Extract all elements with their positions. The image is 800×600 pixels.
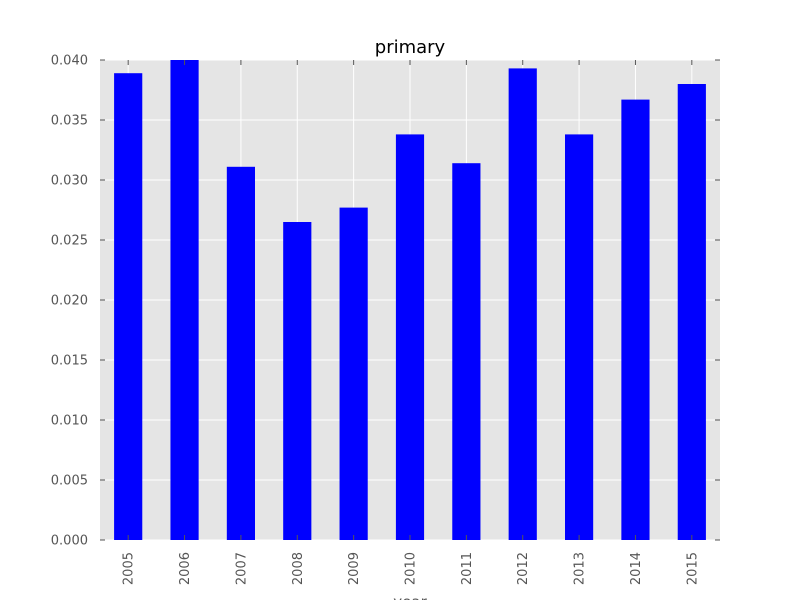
y-tick-label: 0.030 [51, 174, 88, 189]
bar-2011 [452, 163, 481, 540]
bar-2013 [565, 134, 594, 540]
bar-2007 [226, 166, 255, 541]
x-tick-label: 2010 [404, 552, 419, 585]
x-axis: 2005 2006 2007 2008 2009 2010 2011 2012 2013 2014… [122, 60, 700, 585]
y-tick-label: 0.010 [51, 414, 88, 429]
x-axis-label: year [393, 593, 427, 600]
x-tick-label: 2008 [291, 552, 306, 585]
bar-2005 [114, 73, 143, 540]
x-tick-label: 2011 [460, 552, 475, 585]
y-tick-label: 0.015 [51, 354, 88, 369]
x-tick-label: 2014 [629, 552, 644, 585]
bar-2012 [508, 68, 537, 541]
bars [114, 60, 706, 541]
y-tick-label: 0.035 [51, 114, 88, 129]
x-tick-label: 2012 [516, 552, 531, 585]
x-tick-label: 2015 [685, 552, 700, 585]
x-tick-label: 2005 [122, 552, 137, 585]
chart-title: primary [375, 37, 446, 58]
bar-2008 [283, 222, 312, 540]
y-tick-label: 0.020 [51, 294, 88, 309]
x-tick-label: 2006 [178, 552, 193, 585]
bar-2010 [395, 134, 425, 540]
y-tick-label: 0.005 [51, 474, 88, 489]
bar-2006 [170, 60, 199, 540]
y-axis: 0.000 0.005 0.010 0.015 0.020 0.025 0.030 0.035… [51, 54, 720, 549]
y-tick-label: 0.040 [51, 54, 88, 69]
x-tick-label: 2007 [234, 552, 249, 585]
x-tick-label: 2013 [573, 552, 588, 585]
bar-2009 [339, 207, 368, 540]
bar-2015 [677, 84, 706, 540]
y-tick-label: 0.000 [51, 534, 88, 549]
x-tick-label: 2009 [347, 552, 362, 585]
bar-2014 [621, 99, 650, 540]
y-tick-label: 0.025 [51, 234, 88, 249]
